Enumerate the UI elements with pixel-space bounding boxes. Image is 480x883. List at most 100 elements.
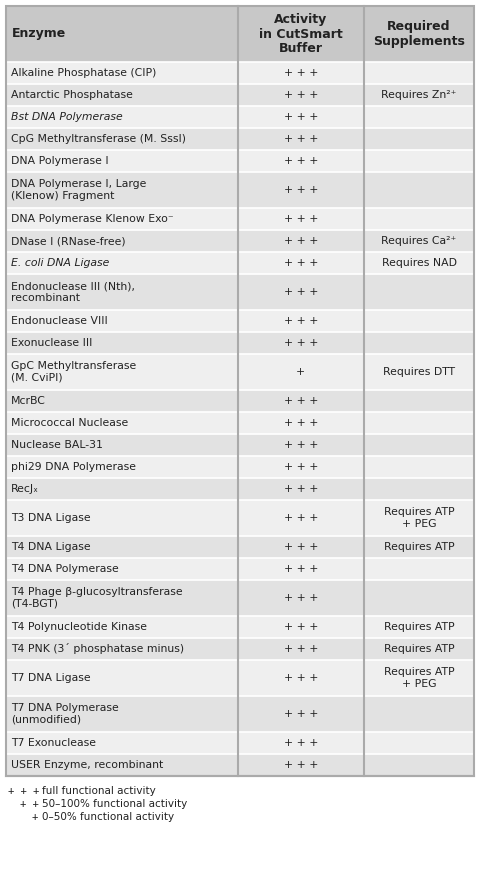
Text: + + +: + + + bbox=[284, 709, 318, 719]
Text: Nuclease BAL-31: Nuclease BAL-31 bbox=[11, 440, 103, 450]
Text: DNase I (RNase-free): DNase I (RNase-free) bbox=[11, 236, 126, 246]
Bar bbox=[6, 128, 474, 150]
Text: T7 DNA Polymerase
(unmodified): T7 DNA Polymerase (unmodified) bbox=[11, 703, 119, 725]
Text: Requires ATP: Requires ATP bbox=[384, 542, 455, 552]
Bar bbox=[6, 732, 474, 754]
Text: + +: + + bbox=[20, 799, 39, 809]
Bar bbox=[6, 500, 474, 536]
Bar bbox=[6, 354, 474, 390]
Text: 0–50% functional activity: 0–50% functional activity bbox=[42, 812, 174, 822]
Text: + + +: + + + bbox=[284, 316, 318, 326]
Text: + + +: + + + bbox=[284, 90, 318, 100]
Text: Endonuclease III (Nth),
recombinant: Endonuclease III (Nth), recombinant bbox=[11, 281, 135, 303]
Text: Alkaline Phosphatase (CIP): Alkaline Phosphatase (CIP) bbox=[11, 68, 156, 78]
Bar bbox=[6, 616, 474, 638]
Bar bbox=[6, 390, 474, 412]
Text: + + +: + + + bbox=[284, 68, 318, 78]
Text: + + +: + + + bbox=[284, 513, 318, 523]
Text: Requires NAD: Requires NAD bbox=[382, 258, 456, 268]
Text: GpC Methyltransferase
(M. CviPI): GpC Methyltransferase (M. CviPI) bbox=[11, 361, 136, 383]
Text: Micrococcal Nuclease: Micrococcal Nuclease bbox=[11, 418, 128, 428]
Text: Requires ATP: Requires ATP bbox=[384, 644, 455, 654]
Text: + + +: + + + bbox=[284, 258, 318, 268]
Text: +: + bbox=[296, 367, 305, 377]
Text: McrBC: McrBC bbox=[11, 396, 46, 406]
Bar bbox=[6, 696, 474, 732]
Text: + + +: + + + bbox=[284, 760, 318, 770]
Text: T7 DNA Ligase: T7 DNA Ligase bbox=[11, 673, 91, 683]
Text: Requires DTT: Requires DTT bbox=[383, 367, 455, 377]
Text: + + +: + + + bbox=[284, 440, 318, 450]
Bar bbox=[6, 754, 474, 776]
Text: USER Enzyme, recombinant: USER Enzyme, recombinant bbox=[11, 760, 163, 770]
Text: Activity
in CutSmart
Buffer: Activity in CutSmart Buffer bbox=[259, 12, 343, 56]
Text: + + +: + + + bbox=[284, 564, 318, 574]
Text: + + +: + + + bbox=[284, 418, 318, 428]
Text: Requires Zn²⁺: Requires Zn²⁺ bbox=[381, 90, 456, 100]
Text: T7 Exonuclease: T7 Exonuclease bbox=[11, 738, 96, 748]
Bar bbox=[6, 230, 474, 252]
Text: + + +: + + + bbox=[284, 156, 318, 166]
Bar bbox=[6, 478, 474, 500]
Text: + + +: + + + bbox=[284, 214, 318, 224]
Text: Requires ATP: Requires ATP bbox=[384, 622, 455, 632]
Text: + + +: + + + bbox=[284, 644, 318, 654]
Text: + + +: + + + bbox=[284, 542, 318, 552]
Text: + + +: + + + bbox=[284, 338, 318, 348]
Bar bbox=[6, 84, 474, 106]
Text: + + +: + + + bbox=[284, 112, 318, 122]
Text: + + +: + + + bbox=[284, 622, 318, 632]
Text: T3 DNA Ligase: T3 DNA Ligase bbox=[11, 513, 91, 523]
Bar bbox=[6, 62, 474, 84]
Text: +: + bbox=[32, 812, 38, 822]
Text: T4 Phage β-glucosyltransferase
(T4-BGT): T4 Phage β-glucosyltransferase (T4-BGT) bbox=[11, 587, 182, 608]
Text: + + +: + + + bbox=[284, 593, 318, 603]
Bar bbox=[6, 412, 474, 434]
Text: + + +: + + + bbox=[284, 185, 318, 195]
Bar bbox=[6, 310, 474, 332]
Text: RecJₓ: RecJₓ bbox=[11, 484, 39, 494]
Text: T4 DNA Polymerase: T4 DNA Polymerase bbox=[11, 564, 119, 574]
Text: + + +: + + + bbox=[284, 134, 318, 144]
Bar bbox=[6, 580, 474, 616]
Text: Enzyme: Enzyme bbox=[12, 27, 66, 41]
Text: T4 Polynucleotide Kinase: T4 Polynucleotide Kinase bbox=[11, 622, 147, 632]
Bar bbox=[6, 638, 474, 660]
Bar bbox=[6, 208, 474, 230]
Text: + + +: + + + bbox=[284, 287, 318, 297]
Text: + + +: + + + bbox=[284, 396, 318, 406]
Bar bbox=[6, 456, 474, 478]
Text: Exonuclease III: Exonuclease III bbox=[11, 338, 92, 348]
Bar bbox=[6, 172, 474, 208]
Text: T4 DNA Ligase: T4 DNA Ligase bbox=[11, 542, 91, 552]
Text: Requires ATP
+ PEG: Requires ATP + PEG bbox=[384, 668, 455, 689]
Bar bbox=[6, 6, 474, 62]
Text: Requires ATP
+ PEG: Requires ATP + PEG bbox=[384, 507, 455, 529]
Text: + + +: + + + bbox=[284, 738, 318, 748]
Text: + + +: + + + bbox=[284, 462, 318, 472]
Text: Endonuclease VIII: Endonuclease VIII bbox=[11, 316, 108, 326]
Bar bbox=[6, 332, 474, 354]
Text: T4 PNK (3´ phosphatase minus): T4 PNK (3´ phosphatase minus) bbox=[11, 644, 184, 654]
Text: Antarctic Phosphatase: Antarctic Phosphatase bbox=[11, 90, 133, 100]
Bar bbox=[6, 536, 474, 558]
Bar bbox=[6, 150, 474, 172]
Text: phi29 DNA Polymerase: phi29 DNA Polymerase bbox=[11, 462, 136, 472]
Text: E. coli DNA Ligase: E. coli DNA Ligase bbox=[11, 258, 109, 268]
Text: + + +: + + + bbox=[8, 786, 39, 796]
Text: DNA Polymerase Klenow Exo⁻: DNA Polymerase Klenow Exo⁻ bbox=[11, 214, 174, 224]
Bar bbox=[6, 558, 474, 580]
Text: + + +: + + + bbox=[284, 236, 318, 246]
Bar bbox=[6, 274, 474, 310]
Text: full functional activity: full functional activity bbox=[42, 786, 156, 796]
Bar bbox=[6, 106, 474, 128]
Bar bbox=[6, 252, 474, 274]
Text: Bst DNA Polymerase: Bst DNA Polymerase bbox=[11, 112, 123, 122]
Text: Requires Ca²⁺: Requires Ca²⁺ bbox=[382, 236, 456, 246]
Bar bbox=[6, 6, 474, 776]
Text: + + +: + + + bbox=[284, 484, 318, 494]
Text: DNA Polymerase I: DNA Polymerase I bbox=[11, 156, 108, 166]
Text: CpG Methyltransferase (M. SssI): CpG Methyltransferase (M. SssI) bbox=[11, 134, 186, 144]
Bar bbox=[6, 434, 474, 456]
Text: + + +: + + + bbox=[284, 673, 318, 683]
